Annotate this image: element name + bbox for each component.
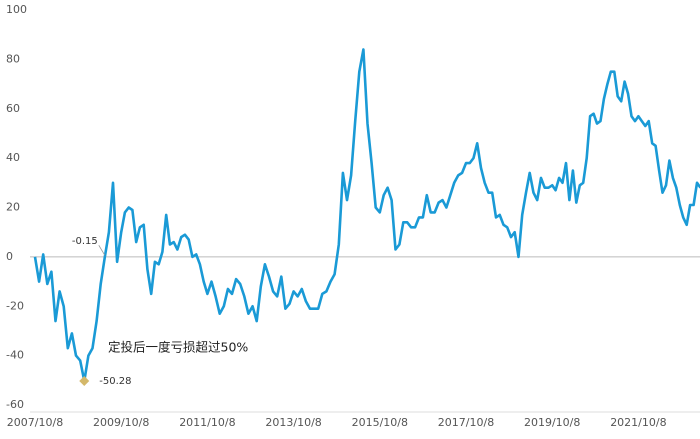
- annotation: 定投后一度亏损超过50%: [108, 340, 248, 355]
- point-marker: [79, 376, 90, 387]
- y-tick-label: 40: [6, 151, 20, 164]
- x-tick-label: 2021/10/8: [610, 416, 666, 429]
- y-tick-label: -40: [6, 349, 24, 362]
- x-tick-label: 2013/10/8: [265, 416, 321, 429]
- data-line: [33, 48, 700, 383]
- y-tick-label: -60: [6, 398, 24, 411]
- y-tick-label: 60: [6, 102, 20, 115]
- y-tick-label: 0: [6, 250, 13, 263]
- x-tick-label: 2019/10/8: [524, 416, 580, 429]
- y-tick-label: 100: [6, 3, 27, 16]
- point-label: -50.28: [99, 376, 131, 387]
- x-tick-label: 2009/10/8: [93, 416, 149, 429]
- x-tick-label: 2007/10/8: [7, 416, 63, 429]
- x-tick-label: 2011/10/8: [179, 416, 235, 429]
- x-tick-label: 2017/10/8: [438, 416, 494, 429]
- y-tick-label: 80: [6, 52, 20, 65]
- point-label: -0.15: [72, 236, 98, 247]
- x-tick-label: 2015/10/8: [352, 416, 408, 429]
- y-tick-label: 20: [6, 201, 20, 214]
- leader-line: [98, 245, 106, 256]
- y-tick-label: -20: [6, 299, 24, 312]
